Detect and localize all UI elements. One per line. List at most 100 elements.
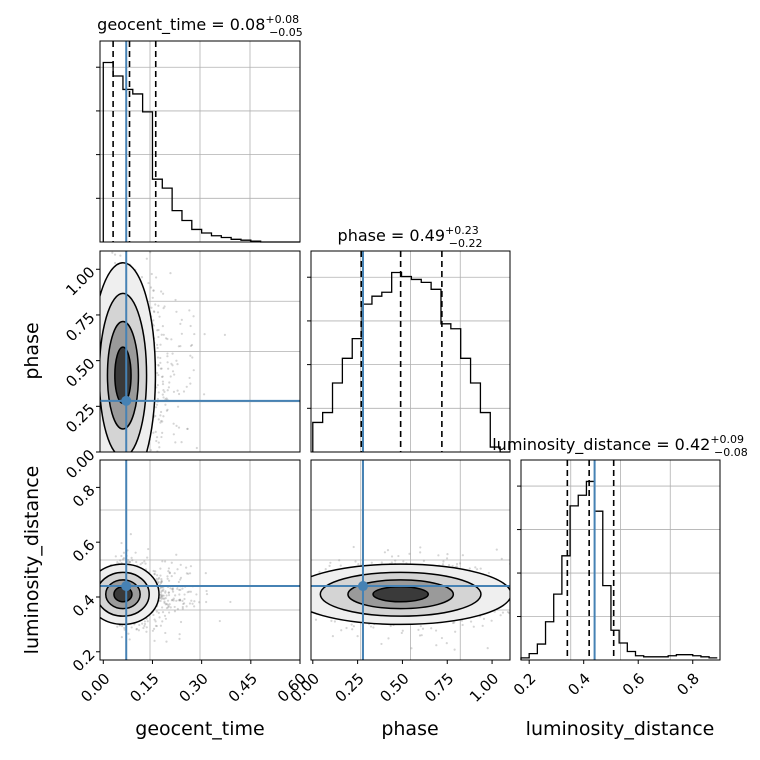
sample-point [159,410,163,414]
sample-point [305,576,307,578]
sample-point [301,572,303,574]
sample-point [167,591,171,594]
sample-point [167,386,170,389]
sample-point [156,371,159,375]
sample-point [161,382,165,386]
sample-point [243,574,245,576]
sample-point [370,561,373,564]
sample-point [167,605,170,608]
sample-point [162,594,165,597]
x-tick-label: 0.2 [510,670,540,700]
sample-point [179,563,182,566]
title-value: phase = 0.49 [338,226,445,245]
sample-point [129,466,131,468]
sample-point [159,624,162,627]
sample-point [157,580,160,584]
sample-point [453,621,456,624]
sample-point [160,367,163,370]
sample-point [165,397,168,400]
sample-point [173,373,176,376]
sample-point [186,591,189,594]
y-tick-label: 0.4 [69,591,99,621]
sample-point [154,430,157,433]
sample-point [161,393,164,396]
sample-point [499,614,502,617]
sample-point [482,617,486,620]
sample-point [152,289,155,292]
sample-point [350,623,353,626]
sample-point [172,470,174,472]
sample-point [164,603,167,606]
sample-point [455,562,459,566]
sample-point [419,625,422,628]
density-content [100,460,300,660]
sample-point [165,476,167,478]
sample-point [116,518,118,520]
sample-point [155,436,159,439]
sample-point [421,627,425,630]
y-tick-label: 0.50 [62,354,98,390]
sample-point [175,310,178,313]
sample-point [183,597,186,601]
sample-point [113,253,117,256]
x-tick-label: 0.75 [421,670,457,706]
sample-point [129,453,131,455]
sample-point [142,626,145,630]
sample-point [162,597,165,600]
sample-point [159,356,162,360]
sample-point [113,478,115,480]
sample-point [159,599,162,603]
y-tick-label: 1.00 [62,263,98,299]
x-tick-label: 0.45 [225,670,261,706]
sample-point [268,591,270,593]
sample-point [205,592,209,596]
sample-point [305,582,307,584]
sample-point [178,637,181,640]
sample-point [440,636,444,640]
x-tick-label: 0.8 [673,670,703,700]
sample-point [340,629,343,632]
xlabel-phase: phase [381,718,438,740]
sample-point [160,580,163,584]
sample-point [171,587,174,590]
sample-point [159,361,162,364]
sample-point [120,554,123,558]
sample-point [119,254,122,257]
sample-point [115,453,117,455]
sample-point [286,578,288,580]
sample-point [157,328,160,332]
panels-layer: 0.00 0.15 0.30 0.45 0.600.00 0.25 0.50 0.75 1.00… [62,40,721,706]
sample-point [472,625,475,628]
sample-point [137,453,139,455]
sample-point [159,582,162,585]
sample-point [419,551,422,554]
sample-point [116,560,119,564]
axes-frame [310,250,511,453]
sample-point [173,610,177,613]
title-plus: +0.23 [445,224,479,237]
sample-point [160,290,163,293]
sample-point [479,567,482,570]
title-minus: −0.22 [449,237,483,250]
sample-point [173,605,176,609]
sample-point [168,381,171,384]
sample-point [135,627,139,631]
sample-point [187,590,191,593]
sample-point [159,343,162,346]
sample-point [137,477,139,479]
sample-point [446,552,449,556]
sample-point [171,598,174,601]
sample-point [160,419,163,423]
sample-point [157,480,159,482]
sample-point [189,344,193,348]
sample-point [170,599,174,602]
sample-point [153,310,156,314]
sample-point [128,561,132,564]
sample-point [160,589,163,592]
truth-point [357,581,368,592]
sample-point [136,457,138,459]
hist-panel-luminosity-distance [517,459,721,661]
y-tick-label: 0.25 [62,400,98,436]
sample-point [410,647,413,650]
sample-point [168,571,171,574]
